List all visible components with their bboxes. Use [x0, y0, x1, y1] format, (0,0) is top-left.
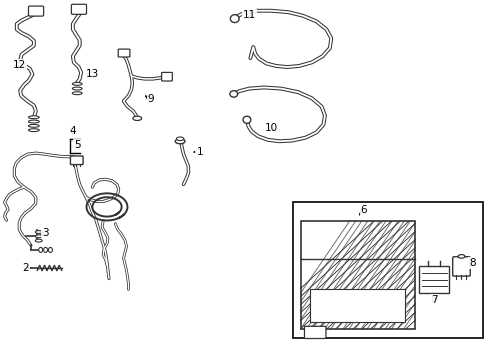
Text: 10: 10	[264, 123, 277, 133]
Text: 7: 7	[430, 295, 437, 305]
Bar	[300, 221, 414, 329]
Ellipse shape	[175, 139, 184, 144]
Bar	[418, 266, 448, 293]
Ellipse shape	[230, 15, 239, 23]
Ellipse shape	[72, 87, 82, 90]
FancyBboxPatch shape	[71, 4, 86, 14]
Ellipse shape	[243, 116, 250, 123]
Ellipse shape	[229, 91, 237, 97]
Text: 5: 5	[74, 140, 81, 150]
Ellipse shape	[457, 255, 464, 258]
Ellipse shape	[28, 116, 39, 119]
Ellipse shape	[43, 247, 47, 252]
Text: 1: 1	[196, 147, 203, 157]
FancyBboxPatch shape	[452, 257, 469, 276]
Ellipse shape	[35, 230, 42, 233]
Bar	[293, 202, 483, 338]
Ellipse shape	[35, 239, 42, 242]
Text: 8: 8	[468, 258, 475, 268]
Text: 2: 2	[22, 263, 29, 273]
Text: 3: 3	[42, 228, 49, 238]
Ellipse shape	[28, 120, 39, 123]
Ellipse shape	[176, 137, 183, 140]
Text: 4: 4	[69, 126, 76, 135]
Ellipse shape	[35, 235, 42, 238]
FancyBboxPatch shape	[161, 72, 172, 81]
FancyBboxPatch shape	[28, 6, 43, 16]
FancyBboxPatch shape	[70, 156, 83, 165]
Text: 9: 9	[147, 94, 154, 104]
Ellipse shape	[39, 247, 42, 252]
Ellipse shape	[48, 247, 52, 252]
Text: 11: 11	[242, 10, 256, 20]
Text: 6: 6	[360, 206, 366, 216]
Ellipse shape	[72, 92, 82, 95]
Bar	[310, 289, 405, 321]
Text: 13: 13	[85, 69, 99, 79]
FancyBboxPatch shape	[118, 49, 130, 57]
Ellipse shape	[133, 116, 142, 121]
FancyBboxPatch shape	[304, 326, 325, 338]
Ellipse shape	[28, 129, 39, 132]
Ellipse shape	[72, 82, 82, 85]
Ellipse shape	[28, 125, 39, 127]
Text: 12: 12	[13, 60, 26, 70]
